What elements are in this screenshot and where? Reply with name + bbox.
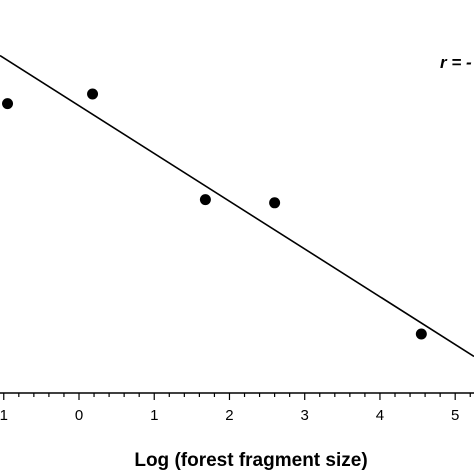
- regression-line: [0, 54, 474, 358]
- x-tick-label: 5: [451, 407, 459, 424]
- x-tick-label: 0: [75, 407, 83, 424]
- x-tick-label: 3: [301, 407, 309, 424]
- data-point: [87, 88, 99, 100]
- data-point: [269, 197, 281, 209]
- data-point: [2, 98, 14, 110]
- data-point: [199, 194, 211, 206]
- x-tick-label: 1: [0, 407, 8, 424]
- x-tick-label: 1: [150, 407, 158, 424]
- correlation-annotation: r = -: [440, 53, 472, 72]
- x-tick-label: 2: [225, 407, 233, 424]
- x-axis-ticks: [3, 393, 471, 400]
- x-axis-tick-labels: 1 0 1 2 3 4 5: [0, 407, 459, 424]
- x-tick-label: 4: [376, 407, 384, 424]
- data-point: [415, 328, 427, 340]
- x-axis-title: Log (forest fragment size): [134, 450, 367, 471]
- data-points: [2, 88, 427, 340]
